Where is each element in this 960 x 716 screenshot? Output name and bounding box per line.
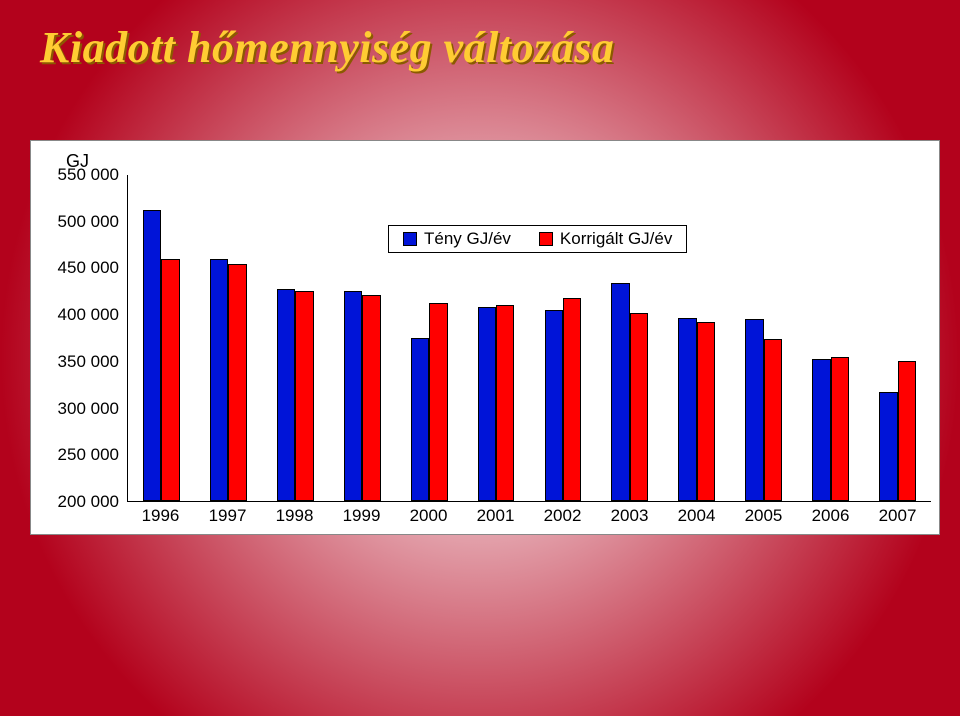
y-tick-label: 250 000 (58, 445, 119, 465)
chart-card: GJ 550 000500 000450 000400 000350 00030… (30, 140, 940, 535)
bar (630, 313, 648, 501)
x-tick-label: 1997 (209, 506, 247, 526)
bar (496, 305, 514, 501)
bar (344, 291, 362, 501)
x-tick-label: 1999 (343, 506, 381, 526)
bar (812, 359, 830, 502)
bar (478, 307, 496, 501)
bar (697, 322, 715, 501)
y-tick-label: 350 000 (58, 352, 119, 372)
x-tick-label: 2004 (678, 506, 716, 526)
x-tick-label: 2006 (812, 506, 850, 526)
x-axis-labels: 1996 1997 1998 1999 2000 2001 2002 2003 2004 2005… (127, 506, 931, 528)
bar (411, 338, 429, 501)
slide: Kiadott hőmennyiség változása GJ 550 000… (0, 0, 960, 716)
bar (362, 295, 380, 501)
legend-label: Korrigált GJ/év (560, 229, 672, 249)
bar (228, 264, 246, 501)
plot-area: Tény GJ/év Korrigált GJ/év (127, 175, 931, 502)
y-tick-label: 450 000 (58, 258, 119, 278)
bar (277, 289, 295, 501)
y-tick-label: 500 000 (58, 212, 119, 232)
bar (764, 339, 782, 501)
bar (210, 259, 228, 501)
bar (429, 303, 447, 501)
x-tick-label: 2003 (611, 506, 649, 526)
legend-swatch (539, 232, 553, 246)
x-tick-label: 1998 (276, 506, 314, 526)
y-tick-label: 550 000 (58, 165, 119, 185)
bar (545, 310, 563, 501)
x-tick-label: 2007 (879, 506, 917, 526)
y-axis-labels: 550 000500 000450 000400 000350 000300 0… (31, 175, 123, 502)
x-tick-label: 2001 (477, 506, 515, 526)
y-tick-label: 200 000 (58, 492, 119, 512)
y-tick-label: 400 000 (58, 305, 119, 325)
bar (898, 361, 916, 501)
bar (161, 259, 179, 501)
bar (745, 319, 763, 501)
bar (678, 318, 696, 501)
y-tick-label: 300 000 (58, 399, 119, 419)
x-tick-label: 2005 (745, 506, 783, 526)
legend-label: Tény GJ/év (424, 229, 511, 249)
bar (563, 298, 581, 501)
x-tick-label: 1996 (142, 506, 180, 526)
bar (611, 283, 629, 501)
x-tick-label: 2002 (544, 506, 582, 526)
bar (295, 291, 313, 502)
legend: Tény GJ/év Korrigált GJ/év (388, 225, 687, 253)
bar (879, 392, 897, 501)
bar (831, 357, 849, 501)
bar (143, 210, 161, 501)
legend-item: Tény GJ/év (403, 229, 511, 249)
legend-item: Korrigált GJ/év (539, 229, 672, 249)
x-tick-label: 2000 (410, 506, 448, 526)
slide-title: Kiadott hőmennyiség változása (40, 22, 614, 73)
legend-swatch (403, 232, 417, 246)
chart-container: GJ 550 000500 000450 000400 000350 00030… (30, 140, 940, 535)
